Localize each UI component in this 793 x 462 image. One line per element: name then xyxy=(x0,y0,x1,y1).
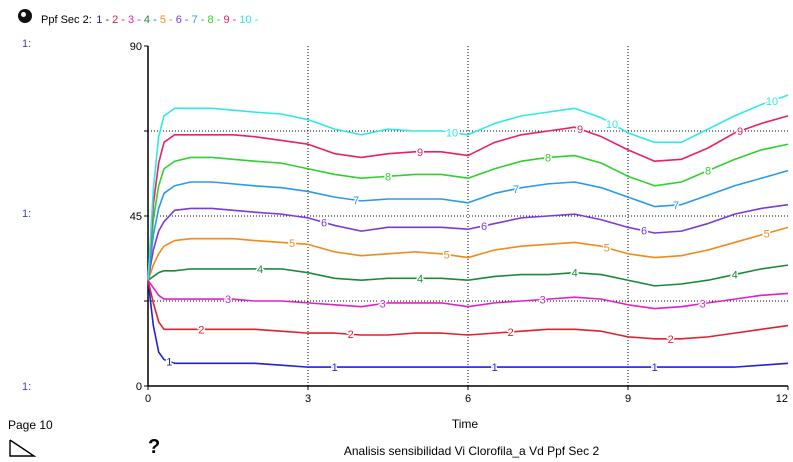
y-axis-id-top: 1: xyxy=(22,38,31,50)
series-marker-1: 1 xyxy=(166,356,172,368)
legend-item-1: 1 - xyxy=(96,14,110,26)
series-marker-10: 10 xyxy=(606,119,618,131)
series-legend: Ppf Sec 2: 1 - 2 - 3 - 4 - 5 - 6 - 7 - 8… xyxy=(41,10,258,28)
x-tick-label: 0 xyxy=(145,393,151,405)
series-marker-6: 6 xyxy=(481,221,487,233)
graph-pad-icon[interactable] xyxy=(18,9,32,23)
series-line-5 xyxy=(147,226,789,281)
legend-item-9: 9 - xyxy=(220,14,237,26)
series-marker-5: 5 xyxy=(604,243,610,255)
series-marker-6: 6 xyxy=(641,226,647,238)
series-marker-4: 4 xyxy=(732,270,738,282)
series-marker-3: 3 xyxy=(540,294,546,306)
series-marker-8: 8 xyxy=(385,171,391,183)
series-marker-3: 3 xyxy=(700,299,706,311)
legend-item-4: 4 - xyxy=(140,14,157,26)
series-lines xyxy=(147,94,789,368)
series-line-8 xyxy=(147,143,789,281)
series-marker-1: 1 xyxy=(652,362,658,374)
series-marker-4: 4 xyxy=(417,273,423,285)
series-marker-9: 9 xyxy=(577,124,583,136)
y-axis-id-mid: 1: xyxy=(22,208,31,220)
series-marker-10: 10 xyxy=(446,128,458,140)
legend-item-10: 10 - xyxy=(236,14,259,26)
series-marker-4: 4 xyxy=(572,268,578,280)
variable-label: Ppf Sec 2: xyxy=(41,14,92,26)
y-tick-label: 45 xyxy=(130,211,142,223)
series-marker-3: 3 xyxy=(380,299,386,311)
series-marker-2: 2 xyxy=(198,324,204,336)
series-marker-3: 3 xyxy=(225,294,231,306)
series-line-2 xyxy=(147,280,789,340)
series-marker-8: 8 xyxy=(705,166,711,178)
axes xyxy=(144,45,789,390)
series-marker-6: 6 xyxy=(321,217,327,229)
legend-items: 1 - 2 - 3 - 4 - 5 - 6 - 7 - 8 - 9 - 10 - xyxy=(96,10,258,27)
legend-item-6: 6 - xyxy=(172,14,189,26)
series-marker-7: 7 xyxy=(673,200,679,212)
series-line-7 xyxy=(147,169,789,281)
y-tick-label: 90 xyxy=(130,41,142,53)
x-tick-label: 3 xyxy=(305,393,311,405)
legend-item-7: 7 - xyxy=(188,14,205,26)
series-line-3 xyxy=(147,279,789,310)
series-marker-1: 1 xyxy=(332,362,338,374)
series-marker-2: 2 xyxy=(348,329,354,341)
series-marker-9: 9 xyxy=(737,126,743,138)
series-line-9 xyxy=(147,115,789,281)
y-tick-label: 0 xyxy=(136,381,142,393)
series-marker-2: 2 xyxy=(668,334,674,346)
series-marker-1: 1 xyxy=(492,362,498,374)
page-label[interactable]: Page 10 xyxy=(8,418,53,432)
series-markers: 1 1 1 1 2 2 2 2 3 3 3 3 4 4 4 4 5 5 5 5 6 6 6 7 7 7 8 8 8 9 9 9 10 10 10 xyxy=(165,94,780,375)
series-line-4 xyxy=(147,264,789,287)
y-axis-id-bottom: 1: xyxy=(22,381,31,393)
series-marker-4: 4 xyxy=(257,264,263,276)
graph-title: Analisis sensibilidad Vi Clorofila_a Vd … xyxy=(343,444,600,458)
series-marker-7: 7 xyxy=(513,184,519,196)
series-line-6 xyxy=(147,203,789,281)
series-marker-5: 5 xyxy=(764,228,770,240)
series-marker-5: 5 xyxy=(444,250,450,262)
series-marker-5: 5 xyxy=(289,238,295,250)
series-marker-7: 7 xyxy=(353,195,359,207)
series-line-10 xyxy=(147,94,789,281)
help-button[interactable]: ? xyxy=(148,436,161,458)
series-line-1 xyxy=(147,280,789,368)
x-tick-label: 12 xyxy=(776,393,788,405)
legend-item-2: 2 - xyxy=(109,14,125,26)
series-marker-8: 8 xyxy=(545,152,551,164)
page-corner-icon[interactable] xyxy=(8,438,36,458)
series-marker-9: 9 xyxy=(417,147,423,159)
legend-item-3: 3 - xyxy=(124,14,141,26)
series-marker-2: 2 xyxy=(508,327,514,339)
x-tick-label: 9 xyxy=(625,393,631,405)
x-axis-label: Time xyxy=(452,417,479,431)
series-marker-10: 10 xyxy=(766,96,778,108)
legend-item-5: 5 - xyxy=(156,14,173,26)
legend-item-8: 8 - xyxy=(204,14,221,26)
x-tick-label: 6 xyxy=(465,393,471,405)
